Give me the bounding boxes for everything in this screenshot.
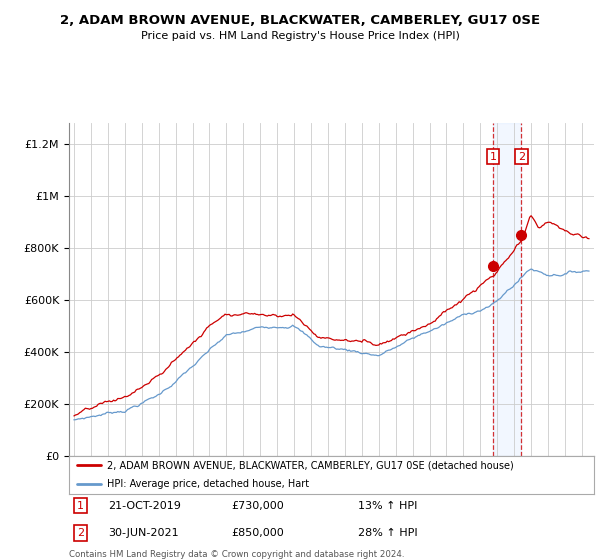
Text: Price paid vs. HM Land Registry's House Price Index (HPI): Price paid vs. HM Land Registry's House … xyxy=(140,31,460,41)
Text: 1: 1 xyxy=(77,501,84,511)
Text: 2: 2 xyxy=(77,528,84,538)
Text: 2: 2 xyxy=(518,152,525,161)
Text: £730,000: £730,000 xyxy=(232,501,284,511)
Text: 13% ↑ HPI: 13% ↑ HPI xyxy=(358,501,417,511)
Bar xyxy=(493,123,521,456)
Text: 30-JUN-2021: 30-JUN-2021 xyxy=(109,528,179,538)
Text: HPI: Average price, detached house, Hart: HPI: Average price, detached house, Hart xyxy=(107,479,309,489)
Text: 2, ADAM BROWN AVENUE, BLACKWATER, CAMBERLEY, GU17 0SE (detached house): 2, ADAM BROWN AVENUE, BLACKWATER, CAMBER… xyxy=(107,460,514,470)
Text: 28% ↑ HPI: 28% ↑ HPI xyxy=(358,528,418,538)
Text: 1: 1 xyxy=(490,152,497,161)
Text: 21-OCT-2019: 21-OCT-2019 xyxy=(109,501,181,511)
Text: 2, ADAM BROWN AVENUE, BLACKWATER, CAMBERLEY, GU17 0SE: 2, ADAM BROWN AVENUE, BLACKWATER, CAMBER… xyxy=(60,14,540,27)
Text: Contains HM Land Registry data © Crown copyright and database right 2024.
This d: Contains HM Land Registry data © Crown c… xyxy=(69,550,404,560)
Text: £850,000: £850,000 xyxy=(232,528,284,538)
